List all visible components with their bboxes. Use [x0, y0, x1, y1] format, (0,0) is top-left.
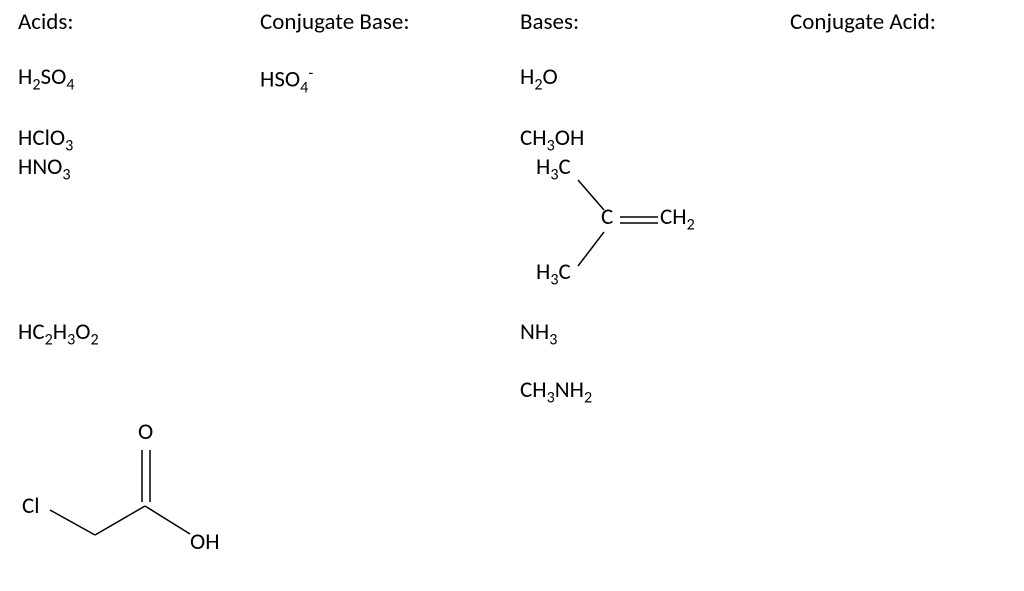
acid-h2so4-m: SO — [41, 63, 67, 91]
chloro-oh: OH — [190, 530, 220, 555]
acid-hclo3-p: HClO — [18, 124, 65, 152]
acid-hclo3-s: 3 — [65, 137, 73, 156]
chloroacetic-structure: Cl O OH — [10, 400, 250, 580]
acid-h2so4-s2: 4 — [66, 76, 74, 95]
acid-hc2h3o2: HC2H3O2 — [18, 320, 99, 349]
base-ch3oh-m: OH — [555, 124, 585, 152]
worksheet: Acids: Conjugate Base: Bases: Conjugate … — [0, 0, 1024, 591]
header-conj-acid: Conjugate Acid: — [790, 10, 936, 35]
base-ch3nh2-p: CH — [520, 376, 547, 404]
chloro-o: O — [138, 420, 153, 445]
base-h2o-m: O — [543, 63, 558, 91]
header-conj-base: Conjugate Base: — [260, 10, 410, 35]
acid-h2so4-p: H — [18, 63, 32, 91]
acid-hc2h3o2-m2: O — [75, 318, 90, 346]
base-ch3nh2-m: NH — [555, 376, 584, 404]
acid-hno3: HNO3 — [18, 155, 71, 184]
isobutylene-bonds — [530, 150, 730, 300]
header-bases: Bases: — [520, 10, 579, 35]
acid-hc2h3o2-m1: H — [53, 318, 67, 346]
acid-hno3-p: HNO — [18, 153, 62, 181]
acid-hc2h3o2-s3: 2 — [91, 331, 99, 350]
conjbase-hso4-p: HSO — [260, 66, 300, 94]
chloro-cl: Cl — [22, 494, 40, 519]
base-ch3nh2-s2: 2 — [584, 389, 592, 408]
acid-hno3-s: 3 — [62, 166, 70, 185]
acid-hc2h3o2-s1: 2 — [45, 331, 53, 350]
base-h2o-p: H — [520, 63, 534, 91]
base-ch3oh-p: CH — [520, 124, 547, 152]
acid-h2so4-s1: 2 — [32, 76, 40, 95]
conjbase-hso4-c: - — [308, 64, 313, 83]
header-acids: Acids: — [18, 10, 74, 35]
acid-hc2h3o2-p: HC — [18, 318, 45, 346]
base-nh3-p: NH — [520, 318, 549, 346]
acid-hclo3: HClO3 — [18, 126, 73, 155]
base-ch3nh2: CH3NH2 — [520, 378, 592, 407]
acid-h2so4: H2SO4 — [18, 65, 74, 94]
base-nh3-s: 3 — [549, 331, 557, 350]
base-h2o-s: 2 — [534, 76, 542, 95]
base-nh3: NH3 — [520, 320, 557, 349]
base-h2o: H2O — [520, 65, 558, 94]
base-ch3nh2-s1: 3 — [547, 389, 555, 408]
conjbase-hso4minus: HSO4- — [260, 65, 313, 97]
